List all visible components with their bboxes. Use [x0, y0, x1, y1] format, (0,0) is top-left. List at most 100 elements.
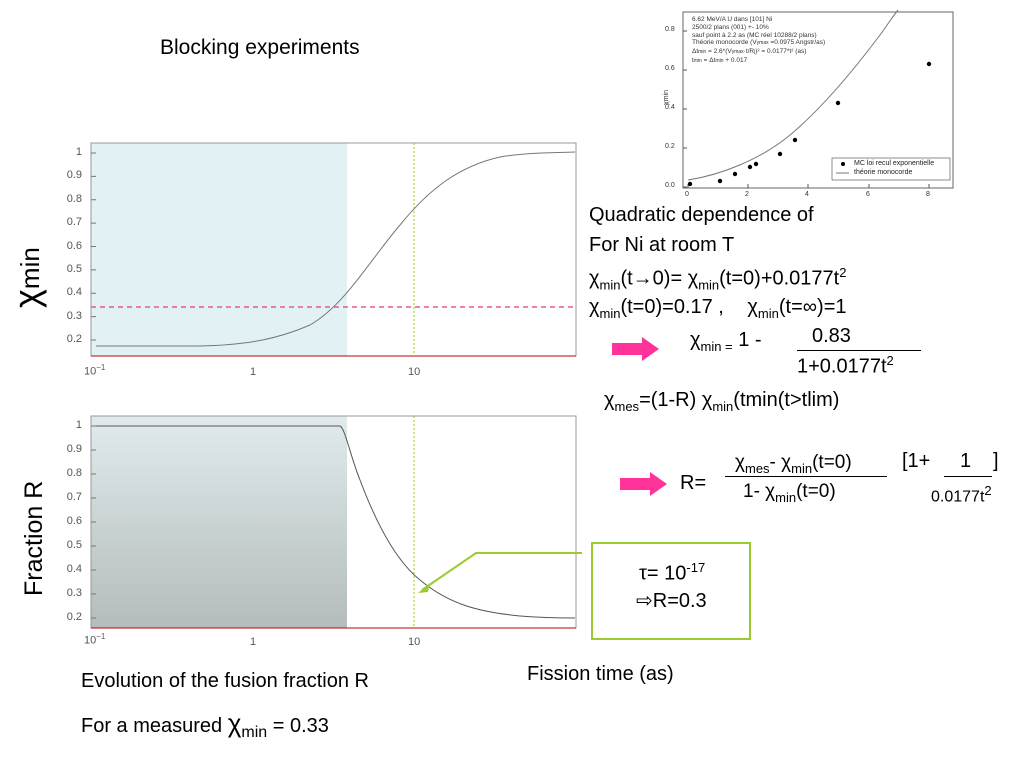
inset-notes: 6.62 MeV/A U dans [101] Ni 2500/2 plans …: [692, 16, 825, 66]
y-tick-label: 0.3: [66, 309, 82, 322]
inset-xtick-label: 8: [926, 191, 930, 198]
y-tick-label: 0.9: [66, 169, 82, 182]
y-tick-label: 0.7: [66, 216, 82, 229]
text-ni-room: For Ni at room T: [589, 234, 735, 256]
arrow-icon: [620, 472, 667, 496]
leader-arrowhead: [418, 583, 430, 593]
text-quadratic: Quadratic dependence of: [589, 204, 814, 226]
equation-3-lhs: χmin = 1 -: [690, 329, 762, 354]
inset-point: [926, 61, 932, 67]
arrow-icon: [612, 337, 659, 361]
equation-5-den2: 0.0177t2: [931, 483, 992, 506]
inset-ytick-label: 0.8: [665, 26, 675, 33]
y-tick-label: 1: [75, 419, 82, 431]
bottom-curve: [96, 425, 576, 619]
x-axis-label: Fission time (as): [527, 663, 674, 685]
equation-1: χmin(t→0)= χmin(t=0)+0.0177t2: [589, 265, 847, 293]
top-xtick-2: 10: [408, 366, 421, 378]
inset-note: Théorie monocorde (Vymax =0.0975 Angstr/…: [692, 39, 826, 47]
y-tick-label: 0.5: [66, 262, 82, 275]
y-tick-label: 0.3: [66, 587, 82, 599]
bottom-chart: [90, 415, 582, 629]
inset-legend-dot: [841, 162, 845, 166]
top-xtick-1: 1: [250, 366, 257, 378]
equation-5-num: χmes- χmin(t=0): [735, 452, 852, 476]
equation-5-bracket-close: ]: [993, 450, 999, 472]
equation-5-one: 1: [960, 450, 972, 472]
y-tick-label: 0.9: [66, 443, 82, 455]
y-tick-label: 0.2: [66, 611, 82, 623]
ylabel-fraction-r: Fraction R: [20, 480, 48, 596]
inset-xtick-label: 6: [866, 191, 870, 198]
result-value: ⇨R=0.3: [636, 590, 707, 612]
bottom-xtick-1: 1: [250, 636, 257, 648]
equation-4: χmes=(1-R) χmin(tmin(t>tlim): [604, 389, 840, 414]
inset-legend-points: MC loi recul exponentielle: [854, 160, 935, 167]
inset-point: [777, 151, 783, 157]
y-tick-label: 0.7: [66, 491, 82, 503]
inset-theory-curve: [687, 9, 899, 181]
inset-point: [835, 100, 841, 106]
inset-xtick-label: 0: [685, 191, 689, 198]
inset-ytick-label: 0.6: [665, 65, 675, 72]
equation-2: χmin(t=0)=0.17 , χmin(t=∞)=1: [589, 296, 847, 321]
inset-legend-line-label: théorie monocorde: [854, 169, 913, 176]
inset-xticks: [687, 184, 930, 188]
bottom-chart-yticks: [91, 425, 96, 619]
y-tick-label: 0.8: [66, 467, 82, 479]
y-tick-label: 0.6: [66, 515, 82, 527]
page-title: Blocking experiments: [160, 36, 360, 59]
top-xtick-0: 10−1: [84, 363, 106, 378]
inset-point: [792, 137, 798, 143]
equation-5-lhs: R=: [680, 472, 707, 494]
bottom-chart-shade: [91, 416, 347, 628]
inset-note: tmin = Δtmin + 0.017: [692, 56, 748, 64]
inset-xtick-label: 2: [745, 191, 749, 198]
y-tick-label: 0.2: [66, 333, 82, 345]
equation-3-den: 1+0.0177t2: [797, 353, 894, 378]
inset-point: [717, 178, 723, 184]
caption-line-1: Evolution of the fusion fraction R: [81, 670, 369, 692]
y-tick-label: 0.8: [66, 192, 82, 205]
bottom-xtick-0: 10−1: [84, 632, 106, 647]
equation-5-bracket-open: [1+: [902, 450, 931, 472]
equation-5-den: 1- χmin(t=0): [743, 481, 836, 505]
fraction-bar: [944, 476, 992, 477]
inset-ytick-label: 0.2: [665, 143, 675, 150]
y-tick-label: 0.4: [66, 286, 82, 299]
inset-note: 2500/2 plans (001) +- 10%: [692, 23, 769, 31]
tau-value: τ= 10-17: [639, 560, 706, 585]
inset-chart: [682, 9, 954, 189]
inset-points: [687, 61, 932, 187]
inset-point: [747, 164, 753, 170]
inset-point: [732, 171, 738, 177]
top-curve: [96, 151, 576, 347]
inset-note: Δtmin = 2.6*(Vymax·t/Rj)² = 0.0177*t² (a…: [692, 48, 807, 56]
result-box: [591, 542, 751, 640]
inset-ytick-label: 0.0: [665, 182, 675, 189]
equation-3-num: 0.83: [812, 325, 851, 347]
y-tick-label: 0.6: [66, 239, 82, 252]
top-chart-shade: [91, 143, 347, 356]
caption-line-2: For a measured χmin = 0.33: [81, 708, 329, 741]
inset-legend: [831, 157, 951, 181]
inset-note: 6.62 MeV/A U dans [101] Ni: [692, 16, 773, 23]
inset-point: [753, 161, 759, 167]
leader-line: [421, 552, 582, 591]
inset-point: [687, 181, 693, 187]
inset-ytick-label: 0.4: [665, 104, 675, 111]
inset-ylabel: χmin: [662, 90, 670, 105]
top-chart-yticks: [91, 152, 96, 341]
y-tick-label: 0.4: [66, 563, 82, 575]
bottom-xtick-2: 10: [408, 636, 421, 648]
y-tick-label: 1: [75, 146, 82, 158]
inset-note: sauf point à 2.2 as (MC réel 10288/2 pla…: [692, 31, 817, 39]
fraction-bar: [725, 476, 887, 477]
inset-xtick-label: 4: [805, 191, 809, 198]
inset-yticks: [683, 30, 687, 188]
y-tick-label: 0.5: [66, 539, 82, 551]
fraction-bar: [797, 350, 921, 351]
bottom-chart-ylabel: Fraction R: [18, 470, 58, 600]
top-chart: [90, 142, 577, 357]
